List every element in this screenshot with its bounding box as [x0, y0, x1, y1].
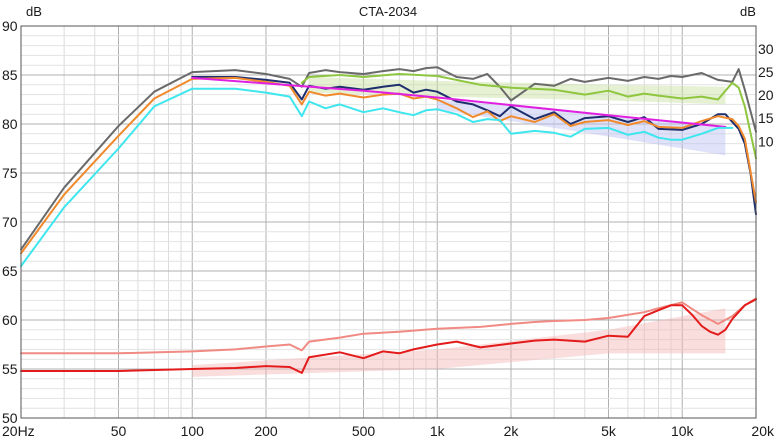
y-tick-label-right: 25	[758, 64, 774, 80]
right-axis-unit: dB	[740, 4, 756, 19]
predicted-in-room-line	[191, 76, 727, 128]
x-tick-label: 1k	[430, 423, 446, 439]
y-tick-label-left: 90	[2, 18, 18, 34]
chart-title: CTA-2034	[359, 4, 417, 19]
y-tick-label-left: 50	[2, 410, 18, 426]
y-tick-label-left: 55	[2, 361, 18, 377]
sound-power-di-line	[20, 297, 757, 355]
x-tick-label: 200	[254, 423, 278, 439]
tick-labels: 20Hz 50 100 200 500 1k 2k 5k 10k 20k5055606570758…	[2, 18, 775, 439]
y-tick-label-left: 75	[2, 165, 18, 181]
y-tick-label-right: 15	[758, 110, 774, 126]
x-tick-label: 10k	[671, 423, 695, 439]
y-tick-label-right: 10	[758, 133, 774, 149]
sound-power-tolerance-band	[309, 76, 726, 105]
early-reflections-line	[300, 73, 757, 160]
x-tick-label: 100	[181, 423, 205, 439]
y-tick-label-right: 20	[758, 87, 774, 103]
early-reflections-low-line	[20, 87, 734, 268]
y-tick-label-left: 60	[2, 312, 18, 328]
listening-window-tolerance-band	[437, 99, 726, 156]
listening-window-line	[20, 76, 757, 255]
di-tolerance-band	[192, 308, 726, 377]
y-tick-label-left: 65	[2, 263, 18, 279]
x-tick-label: 50	[111, 423, 127, 439]
series-lines	[20, 66, 757, 374]
x-tick-label: 20Hz	[2, 423, 35, 439]
plot-frame	[20, 25, 757, 419]
early-reflections-di-line	[20, 298, 757, 374]
x-tick-label: 20k	[751, 423, 775, 439]
left-axis-unit: dB	[26, 4, 42, 19]
y-tick-label-left: 80	[2, 116, 18, 132]
x-tick-label: 2k	[504, 423, 520, 439]
y-tick-label-right: 30	[758, 41, 774, 57]
sound-power-line	[20, 66, 757, 251]
y-tick-label-left: 85	[2, 67, 18, 83]
x-tick-label: 5k	[601, 423, 617, 439]
y-tick-label-left: 70	[2, 214, 18, 230]
tolerance-bands	[192, 76, 726, 377]
x-tick-label: 500	[352, 423, 376, 439]
